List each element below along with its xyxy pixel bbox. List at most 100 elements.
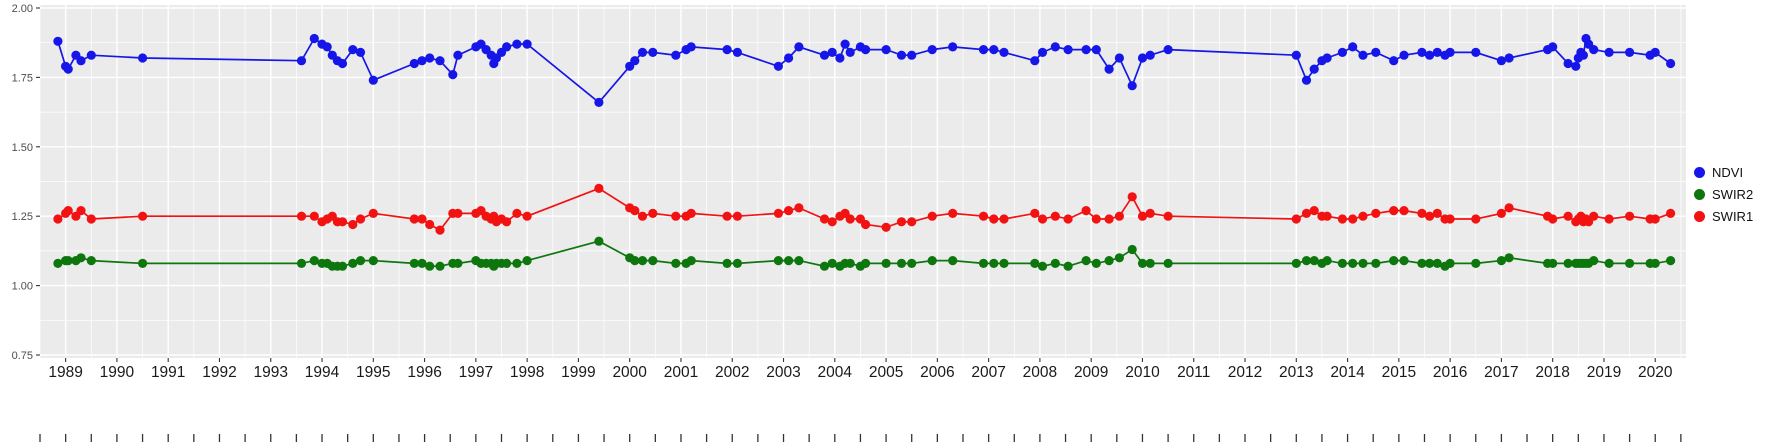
ndvi-point	[827, 47, 837, 58]
ndvi-point	[1571, 61, 1581, 71]
bottom-tick-row	[39, 434, 1682, 442]
swir2-point	[86, 256, 96, 266]
x-axis-label: 1998	[510, 364, 544, 381]
swir2-point	[1030, 258, 1040, 268]
swir1-point	[348, 219, 358, 230]
swir1-point	[794, 203, 804, 213]
swir2-point	[409, 258, 419, 268]
ndvi-point	[138, 53, 148, 63]
swir2-point	[1145, 258, 1155, 268]
swir1-point	[1127, 192, 1137, 202]
swir2-point	[309, 256, 319, 266]
ndvi-point	[840, 39, 850, 49]
swir1-point	[1337, 214, 1347, 224]
swir2-point	[76, 253, 86, 263]
swir2-point	[337, 261, 348, 271]
swir2-point	[948, 256, 958, 266]
swir2-point	[907, 258, 917, 268]
swir2-point	[53, 258, 63, 268]
swir2-point	[1063, 261, 1073, 271]
swir2-point	[522, 256, 532, 266]
ndvi-point	[845, 47, 855, 58]
swir1-point	[1417, 208, 1427, 218]
ndvi-point	[1091, 45, 1101, 55]
ndvi-point	[1322, 53, 1332, 63]
swir2-point	[773, 256, 784, 266]
ndvi-point	[1337, 47, 1347, 58]
ndvi-point	[1137, 53, 1148, 63]
x-axis-label: 2004	[818, 364, 853, 381]
swir2-point	[1589, 256, 1599, 266]
x-axis-label: 1990	[100, 364, 135, 381]
swir2-point	[296, 258, 307, 268]
ndvi-point	[1127, 81, 1137, 91]
ndvi-point	[368, 75, 378, 85]
ndvi-point	[409, 58, 419, 69]
ndvi-point	[722, 45, 732, 55]
swir2-point	[1666, 256, 1676, 266]
swir1-point	[861, 219, 871, 230]
swir1-point	[1399, 206, 1409, 216]
swir2-point	[348, 258, 358, 268]
swir1-point	[648, 208, 658, 218]
ndvi-point	[322, 42, 332, 52]
ndvi-point	[502, 42, 512, 52]
swir1-point	[630, 206, 640, 216]
swir2-point	[896, 258, 907, 268]
ndvi-point	[835, 53, 845, 63]
swir2-point	[355, 256, 366, 266]
ndvi-point	[948, 42, 958, 52]
swir1-point	[1389, 206, 1399, 216]
x-axis-label: 1991	[151, 364, 185, 381]
x-axis-label: 2014	[1330, 364, 1365, 381]
ndvi-point	[630, 56, 640, 66]
swir2-point-icon	[1694, 189, 1705, 200]
swir2-point	[1037, 261, 1048, 271]
legend-item-ndvi: NDVI	[1694, 166, 1753, 179]
ndvi-point	[355, 47, 366, 58]
swir2-point	[637, 256, 648, 266]
swir1-point	[1137, 211, 1148, 221]
ndvi-point	[671, 50, 681, 60]
ndvi-point	[1063, 45, 1073, 55]
swir1-point	[686, 208, 696, 218]
ndvi-point	[512, 39, 522, 49]
ndvi-point	[1432, 47, 1442, 58]
swir2-point	[1548, 258, 1558, 268]
swir1-point	[522, 211, 532, 221]
legend: NDVI SWIR2 SWIR1	[1694, 166, 1753, 223]
swir1-point	[1625, 211, 1635, 221]
swir1-point	[637, 211, 648, 221]
swir1-point	[773, 208, 784, 218]
x-axis-label: 2018	[1535, 364, 1569, 381]
ndvi-point	[1425, 50, 1435, 60]
swir1-point	[435, 225, 445, 235]
ndvi-point	[417, 56, 427, 66]
ndvi-point	[1650, 47, 1660, 58]
swir1-point	[1291, 214, 1301, 224]
swir2-point	[1445, 258, 1455, 268]
ndvi-point	[1445, 47, 1455, 58]
swir1-point	[63, 206, 73, 216]
ndvi-point	[1389, 56, 1399, 66]
swir2-point	[1091, 258, 1101, 268]
ndvi-point	[1504, 53, 1514, 63]
swir1-point	[417, 214, 427, 224]
x-axis-label: 2007	[971, 364, 1005, 381]
swir1-point	[1358, 211, 1368, 221]
ndvi-point	[732, 47, 743, 58]
swir1-point	[1030, 208, 1040, 218]
ndvi-point	[881, 45, 891, 55]
swir1-point	[512, 208, 522, 218]
swir2-point	[648, 256, 658, 266]
x-axis-label: 1996	[407, 364, 441, 381]
ndvi-point	[1291, 50, 1301, 60]
swir2-point	[845, 258, 855, 268]
swir1-point	[594, 183, 604, 193]
swir2-point	[1127, 244, 1137, 255]
swir1-point	[1114, 211, 1124, 221]
x-axis-label: 2016	[1433, 364, 1467, 381]
series-swir2	[53, 236, 1676, 271]
swir2-point	[63, 256, 73, 266]
